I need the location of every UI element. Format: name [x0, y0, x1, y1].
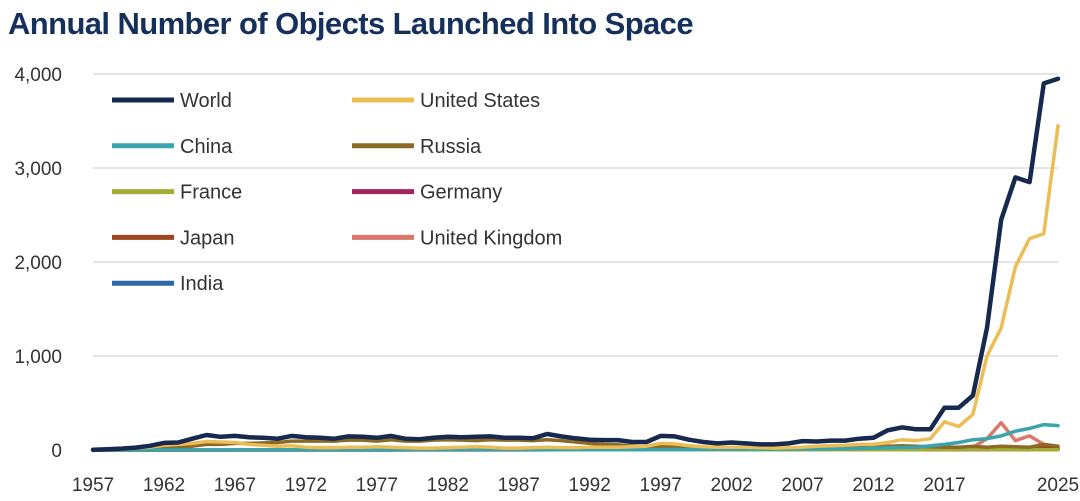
legend-label: World [180, 90, 232, 112]
legend-item-world: World [112, 90, 232, 112]
y-tick-label: 2,000 [14, 253, 62, 274]
legend-label: India [180, 273, 224, 295]
x-tick-label: 1972 [285, 475, 327, 496]
legend-label: China [180, 136, 233, 158]
legend-item-japan: Japan [112, 227, 235, 249]
series-line-united-states [91, 123, 1060, 452]
x-tick-label: 2017 [923, 475, 965, 496]
x-tick-label: 1982 [427, 475, 469, 496]
legend-label: Germany [420, 182, 502, 204]
legend-label: United Kingdom [420, 227, 562, 249]
x-tick-label: 2025 [1037, 475, 1079, 496]
x-axis: 1957 1962 1967 1972 1977 1982 1987 1992 1997 2002… [72, 449, 1079, 496]
x-tick-label: 1977 [356, 475, 398, 496]
y-tick-label: 0 [51, 441, 62, 462]
series-line-world [90, 76, 1061, 453]
legend-label: United States [420, 90, 540, 112]
x-tick-label: 1987 [498, 475, 540, 496]
legend-item-germany: Germany [352, 182, 502, 204]
legend-label: Japan [180, 227, 235, 249]
y-tick-label: 1,000 [14, 347, 62, 368]
x-tick-label: 2002 [710, 475, 752, 496]
y-tick-label: 4,000 [14, 65, 62, 86]
x-tick-label: 2012 [852, 475, 894, 496]
x-tick-label: 1962 [143, 475, 185, 496]
x-tick-label: 1967 [214, 475, 256, 496]
legend-label: France [180, 182, 242, 204]
legend: World United States China Russia France Germa… [112, 90, 562, 295]
x-tick-label: 1992 [569, 475, 611, 496]
legend-item-united-states: United States [352, 90, 540, 112]
legend-item-india: India [112, 273, 224, 295]
chart-title: Annual Number of Objects Launched Into S… [8, 6, 694, 41]
legend-item-china: China [112, 136, 233, 158]
series-lines [90, 76, 1061, 453]
gridlines [93, 73, 1058, 451]
x-tick-label: 1957 [72, 475, 114, 496]
legend-item-russia: Russia [352, 136, 482, 158]
legend-item-france: France [112, 182, 242, 204]
x-tick-label: 2007 [781, 475, 823, 496]
y-tick-label: 3,000 [14, 159, 62, 180]
legend-label: Russia [420, 136, 482, 158]
series-line-china [91, 422, 1060, 452]
legend-item-united-kingdom: United Kingdom [352, 227, 562, 249]
y-axis: 0 1,000 2,000 3,000 4,000 [14, 65, 62, 462]
x-tick-label: 1997 [640, 475, 682, 496]
